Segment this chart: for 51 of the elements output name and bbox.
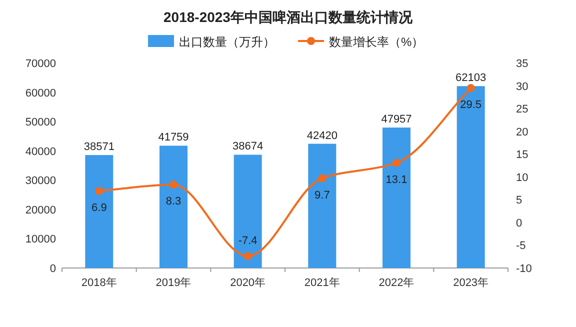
legend-label: 出口数量（万升） [179, 35, 275, 49]
y2-tick-label: 35 [516, 58, 528, 70]
y2-tick-label: 10 [516, 172, 528, 184]
point [466, 84, 475, 92]
y2-tick-label: 30 [516, 80, 528, 93]
bar [160, 146, 188, 268]
data-label: 38571 [84, 141, 114, 154]
bar [308, 144, 336, 268]
data-label: 38674 [232, 140, 264, 153]
y-tick-label: 10000 [25, 234, 56, 246]
point [318, 174, 326, 182]
y2-tick-label: 20 [516, 126, 528, 138]
y-tick-label: 0 [50, 263, 56, 275]
point [244, 252, 252, 260]
data-label: -7.4 [238, 235, 258, 248]
x-tick-label: 2020年 [230, 277, 266, 289]
data-label: 9.7 [314, 189, 330, 202]
y2-tick-label: 5 [516, 194, 522, 207]
data-label: 62103 [456, 72, 486, 84]
point [95, 187, 104, 196]
y-tick-label: 40000 [25, 146, 56, 158]
y2-tick-label: -5 [516, 240, 526, 252]
chart-title: 2018-2023年中国啤酒出口数量统计情况 [164, 9, 414, 25]
y-tick-label: 30000 [25, 175, 56, 188]
bar [382, 128, 410, 268]
bar [85, 155, 114, 268]
bar [234, 154, 262, 268]
point [392, 158, 400, 167]
bar [456, 86, 485, 268]
x-tick-label: 2019年 [156, 277, 192, 289]
data-label: 6.9 [92, 202, 107, 214]
x-tick-label: 2021年 [304, 277, 340, 289]
y2-tick-label: 25 [516, 104, 528, 116]
data-label: 8.3 [166, 196, 182, 208]
y2-tick-label: 0 [516, 217, 522, 230]
x-tick-label: 2022年 [378, 277, 414, 289]
legend-label: 数量增长率（%） [329, 35, 424, 49]
y-tick-label: 60000 [25, 87, 56, 100]
y-tick-label: 20000 [25, 204, 56, 216]
data-label: 29.5 [460, 99, 482, 112]
y-tick-label: 70000 [25, 58, 56, 70]
data-label: 41759 [158, 132, 189, 144]
x-tick-label: 2023年 [453, 277, 489, 289]
y-tick-label: 50000 [25, 116, 56, 129]
data-label: 13.1 [386, 174, 408, 186]
y2-tick-label: -10 [516, 263, 532, 275]
x-tick-label: 2018年 [81, 277, 117, 289]
point [170, 180, 178, 189]
data-label: 42420 [306, 130, 338, 142]
y2-tick-label: 15 [516, 149, 528, 162]
data-label: 47957 [381, 114, 412, 126]
